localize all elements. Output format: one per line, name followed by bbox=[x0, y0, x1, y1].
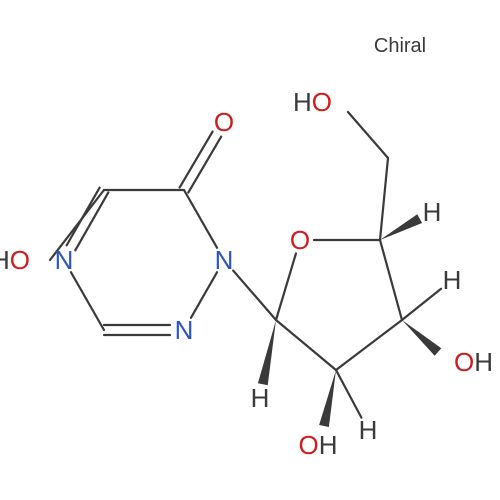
atom-label-N2: N bbox=[175, 315, 194, 345]
atom-label-O5H: HO bbox=[0, 245, 30, 275]
atom-label-O3p: OH bbox=[454, 347, 493, 377]
chiral-annotation: Chiral bbox=[374, 35, 426, 57]
atom-label-Oring: O bbox=[290, 225, 310, 255]
atom-label-H3p: H bbox=[443, 265, 462, 295]
atom-label-O6: O bbox=[214, 107, 234, 137]
atom-label-N4: N bbox=[55, 245, 74, 275]
atom-label-H2p: H bbox=[359, 415, 378, 445]
atom-label-N1: N bbox=[215, 245, 234, 275]
atom-label-H1p: H bbox=[251, 383, 270, 413]
atom-label-O2p: OH bbox=[298, 430, 337, 460]
atom-label-O5p: HO bbox=[293, 87, 332, 117]
molecule-diagram: NNNOHOOHHHHOHOHHOChiral bbox=[0, 0, 500, 500]
atom-label-H4p: H bbox=[423, 197, 442, 227]
